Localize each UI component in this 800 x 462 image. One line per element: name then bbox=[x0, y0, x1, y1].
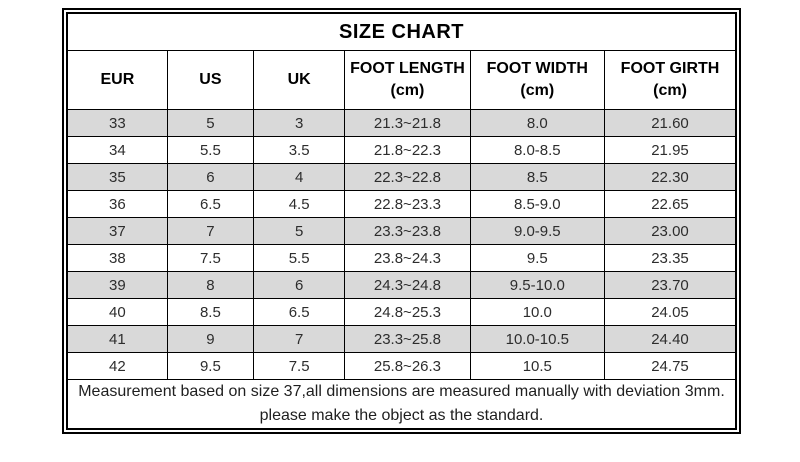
cell-foot-length: 24.3~24.8 bbox=[344, 271, 471, 299]
cell-foot-width: 9.0-9.5 bbox=[469, 217, 606, 245]
cell-uk: 7 bbox=[253, 325, 346, 353]
column-header-foot-length: FOOT LENGTH (cm) bbox=[344, 50, 471, 110]
cell-us: 5 bbox=[166, 109, 255, 137]
cell-eur: 38 bbox=[66, 244, 168, 272]
cell-foot-girth: 21.60 bbox=[604, 109, 737, 137]
size-chart-frame: SIZE CHART EUR US UK FOOT LENGTH (cm) FO… bbox=[62, 8, 741, 434]
cell-foot-width: 8.5-9.0 bbox=[469, 190, 606, 218]
cell-eur: 41 bbox=[66, 325, 168, 353]
table-row: 37 7 5 23.3~23.8 9.0-9.5 23.00 bbox=[66, 217, 737, 245]
header-row: EUR US UK FOOT LENGTH (cm) FOOT WIDTH (c… bbox=[66, 50, 737, 110]
cell-foot-girth: 24.75 bbox=[604, 352, 737, 380]
cell-foot-girth: 22.65 bbox=[604, 190, 737, 218]
cell-us: 6.5 bbox=[166, 190, 255, 218]
cell-eur: 35 bbox=[66, 163, 168, 191]
cell-uk: 5 bbox=[253, 217, 346, 245]
cell-foot-girth: 23.70 bbox=[604, 271, 737, 299]
cell-foot-girth: 23.00 bbox=[604, 217, 737, 245]
table-row: 36 6.5 4.5 22.8~23.3 8.5-9.0 22.65 bbox=[66, 190, 737, 218]
cell-us: 9.5 bbox=[166, 352, 255, 380]
title-row: SIZE CHART bbox=[66, 12, 737, 51]
cell-foot-length: 22.8~23.3 bbox=[344, 190, 471, 218]
cell-eur: 40 bbox=[66, 298, 168, 326]
cell-us: 6 bbox=[166, 163, 255, 191]
cell-foot-width: 9.5 bbox=[469, 244, 606, 272]
table-row: 33 5 3 21.3~21.8 8.0 21.60 bbox=[66, 109, 737, 137]
cell-uk: 4 bbox=[253, 163, 346, 191]
table-row: 42 9.5 7.5 25.8~26.3 10.5 24.75 bbox=[66, 352, 737, 380]
column-header-us: US bbox=[166, 50, 255, 110]
column-header-uk: UK bbox=[253, 50, 346, 110]
column-header-foot-girth: FOOT GIRTH (cm) bbox=[604, 50, 737, 110]
cell-foot-length: 25.8~26.3 bbox=[344, 352, 471, 380]
footnote-row: Measurement based on size 37,all dimensi… bbox=[66, 379, 737, 430]
table-body: 33 5 3 21.3~21.8 8.0 21.60 34 5.5 3.5 21.8~22.3 8.… bbox=[66, 109, 737, 380]
cell-us: 7.5 bbox=[166, 244, 255, 272]
cell-foot-girth: 24.40 bbox=[604, 325, 737, 353]
cell-eur: 42 bbox=[66, 352, 168, 380]
cell-us: 8.5 bbox=[166, 298, 255, 326]
cell-foot-width: 10.0-10.5 bbox=[469, 325, 606, 353]
cell-foot-length: 23.8~24.3 bbox=[344, 244, 471, 272]
cell-foot-girth: 24.05 bbox=[604, 298, 737, 326]
cell-foot-girth: 21.95 bbox=[604, 136, 737, 164]
footnote: Measurement based on size 37,all dimensi… bbox=[66, 379, 737, 430]
column-header-eur: EUR bbox=[66, 50, 168, 110]
cell-foot-width: 10.0 bbox=[469, 298, 606, 326]
cell-foot-width: 10.5 bbox=[469, 352, 606, 380]
cell-foot-length: 24.8~25.3 bbox=[344, 298, 471, 326]
cell-foot-width: 8.0 bbox=[469, 109, 606, 137]
cell-uk: 4.5 bbox=[253, 190, 346, 218]
table-row: 41 9 7 23.3~25.8 10.0-10.5 24.40 bbox=[66, 325, 737, 353]
chart-title: SIZE CHART bbox=[66, 12, 737, 51]
cell-foot-girth: 22.30 bbox=[604, 163, 737, 191]
cell-uk: 7.5 bbox=[253, 352, 346, 380]
cell-us: 9 bbox=[166, 325, 255, 353]
column-header-foot-width: FOOT WIDTH (cm) bbox=[469, 50, 606, 110]
cell-foot-girth: 23.35 bbox=[604, 244, 737, 272]
table-row: 40 8.5 6.5 24.8~25.3 10.0 24.05 bbox=[66, 298, 737, 326]
cell-foot-length: 23.3~23.8 bbox=[344, 217, 471, 245]
cell-foot-length: 22.3~22.8 bbox=[344, 163, 471, 191]
cell-foot-length: 21.3~21.8 bbox=[344, 109, 471, 137]
cell-eur: 39 bbox=[66, 271, 168, 299]
cell-foot-length: 23.3~25.8 bbox=[344, 325, 471, 353]
cell-foot-width: 9.5-10.0 bbox=[469, 271, 606, 299]
cell-us: 5.5 bbox=[166, 136, 255, 164]
cell-uk: 5.5 bbox=[253, 244, 346, 272]
cell-us: 8 bbox=[166, 271, 255, 299]
cell-eur: 37 bbox=[66, 217, 168, 245]
cell-uk: 3 bbox=[253, 109, 346, 137]
cell-eur: 36 bbox=[66, 190, 168, 218]
cell-eur: 34 bbox=[66, 136, 168, 164]
cell-uk: 6 bbox=[253, 271, 346, 299]
cell-eur: 33 bbox=[66, 109, 168, 137]
cell-foot-width: 8.5 bbox=[469, 163, 606, 191]
table-row: 38 7.5 5.5 23.8~24.3 9.5 23.35 bbox=[66, 244, 737, 272]
cell-us: 7 bbox=[166, 217, 255, 245]
cell-uk: 6.5 bbox=[253, 298, 346, 326]
table-row: 39 8 6 24.3~24.8 9.5-10.0 23.70 bbox=[66, 271, 737, 299]
cell-foot-length: 21.8~22.3 bbox=[344, 136, 471, 164]
cell-foot-width: 8.0-8.5 bbox=[469, 136, 606, 164]
table-row: 34 5.5 3.5 21.8~22.3 8.0-8.5 21.95 bbox=[66, 136, 737, 164]
size-chart-table: SIZE CHART EUR US UK FOOT LENGTH (cm) FO… bbox=[66, 12, 737, 430]
cell-uk: 3.5 bbox=[253, 136, 346, 164]
table-row: 35 6 4 22.3~22.8 8.5 22.30 bbox=[66, 163, 737, 191]
